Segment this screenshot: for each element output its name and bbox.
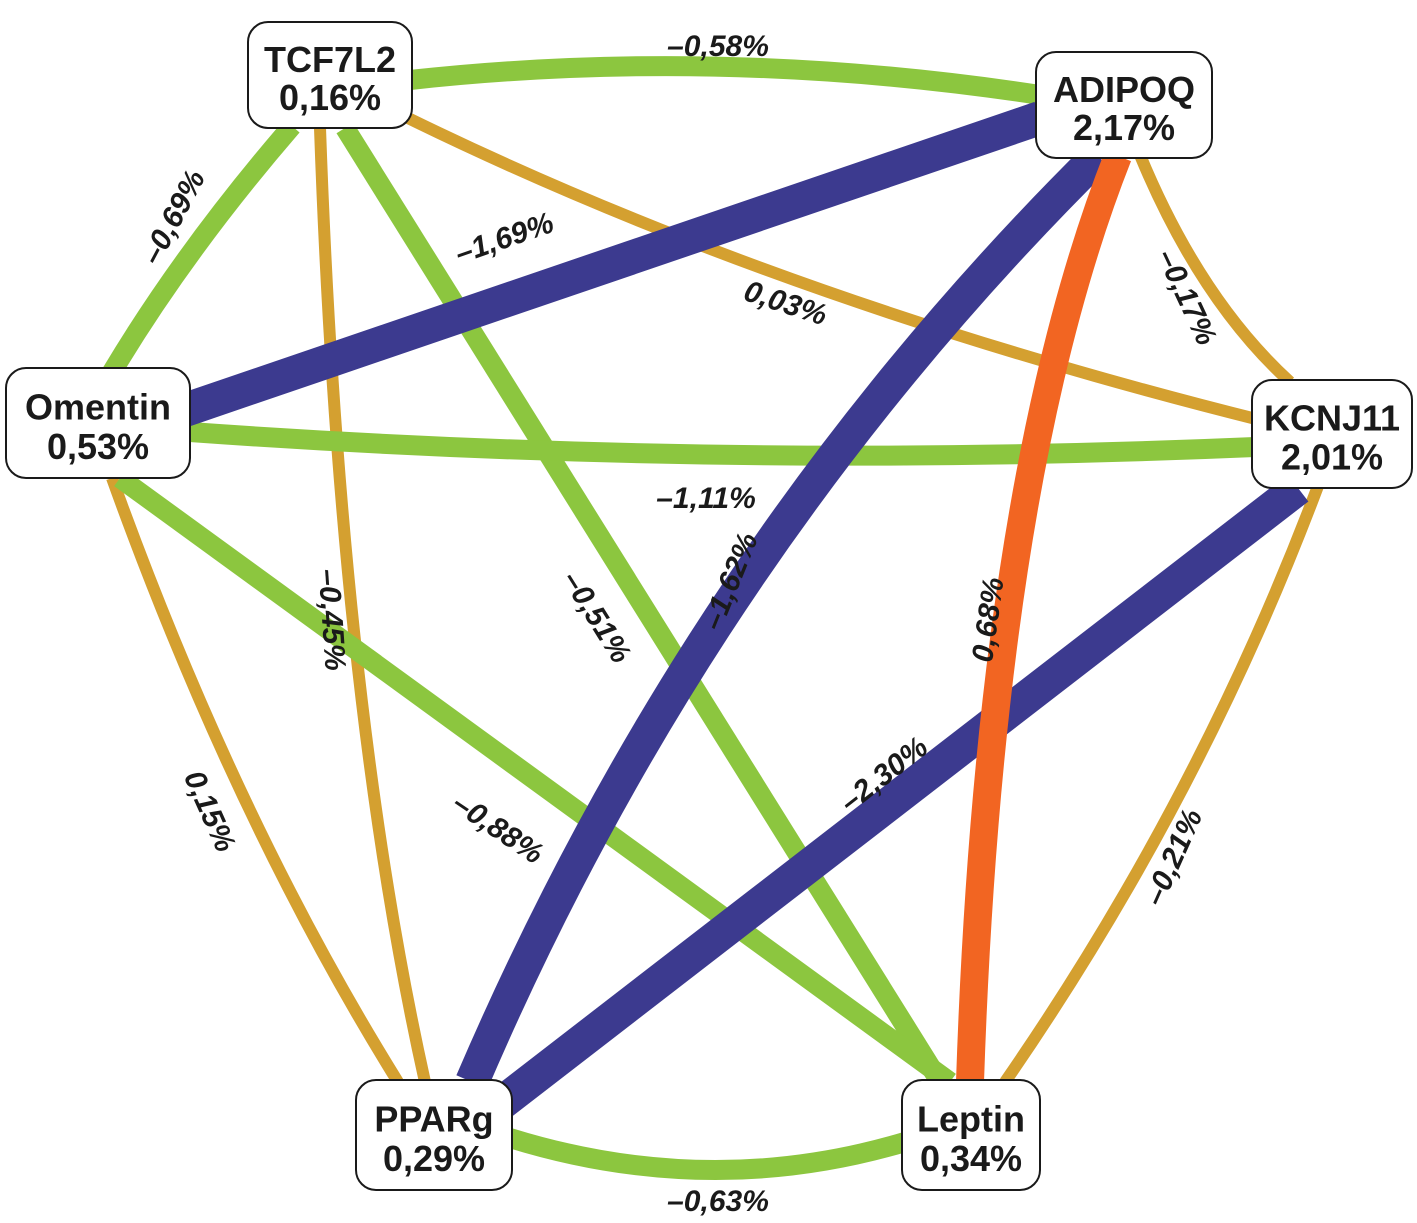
node-name: TCF7L2 bbox=[264, 39, 396, 80]
edge-label-omentin-adipoq: –1,69% bbox=[451, 206, 558, 270]
node-box bbox=[355, 1079, 513, 1191]
edge-label-omentin-leptin: –0,88% bbox=[446, 787, 549, 871]
edge-adipoq-leptin bbox=[956, 150, 1132, 1083]
edges-layer bbox=[103, 56, 1324, 1181]
edge-tcf7l2-omentin bbox=[103, 119, 300, 378]
edge-label-omentin-kcnj11: –1,11% bbox=[656, 482, 756, 515]
node-value: 0,53% bbox=[47, 426, 149, 467]
edge-tcf7l2-adipoq bbox=[408, 56, 1042, 105]
edge-adipoq-kcnj11 bbox=[1134, 152, 1295, 387]
edge-tcf7l2-leptin bbox=[336, 122, 949, 1088]
node-name: ADIPOQ bbox=[1053, 69, 1195, 110]
node-box bbox=[5, 367, 191, 479]
node-name: Omentin bbox=[25, 386, 171, 427]
edge-kcnj11-leptin bbox=[1000, 483, 1324, 1086]
edge-tcf7l2-kcnj11 bbox=[405, 112, 1262, 426]
node-name: KCNJ11 bbox=[1264, 398, 1400, 439]
node-box bbox=[1251, 379, 1413, 489]
edge-pparg-leptin bbox=[507, 1128, 908, 1181]
edge-omentin-pparg bbox=[106, 475, 404, 1086]
edge-label-tcf7l2-adipoq: –0,58% bbox=[667, 30, 769, 63]
node-value: 0,16% bbox=[279, 77, 381, 118]
edge-omentin-leptin bbox=[114, 469, 956, 1091]
edge-label-tcf7l2-pparg: –0,45% bbox=[312, 568, 352, 672]
edge-kcnj11-pparg bbox=[479, 474, 1309, 1126]
node-box bbox=[901, 1079, 1041, 1191]
edge-adipoq-pparg bbox=[456, 143, 1110, 1089]
node-value: 0,29% bbox=[383, 1138, 485, 1179]
edge-omentin-adipoq bbox=[179, 101, 1046, 427]
edge-label-pparg-leptin: –0,63% bbox=[667, 1185, 769, 1218]
node-value: 2,01% bbox=[1281, 436, 1383, 477]
edge-omentin-kcnj11 bbox=[189, 422, 1256, 466]
node-value: 0,34% bbox=[920, 1138, 1022, 1179]
node-box bbox=[247, 21, 413, 129]
node-name: PPARg bbox=[374, 1098, 493, 1139]
node-box bbox=[1035, 51, 1213, 159]
node-name: Leptin bbox=[917, 1098, 1025, 1139]
node-value: 2,17% bbox=[1073, 107, 1175, 148]
